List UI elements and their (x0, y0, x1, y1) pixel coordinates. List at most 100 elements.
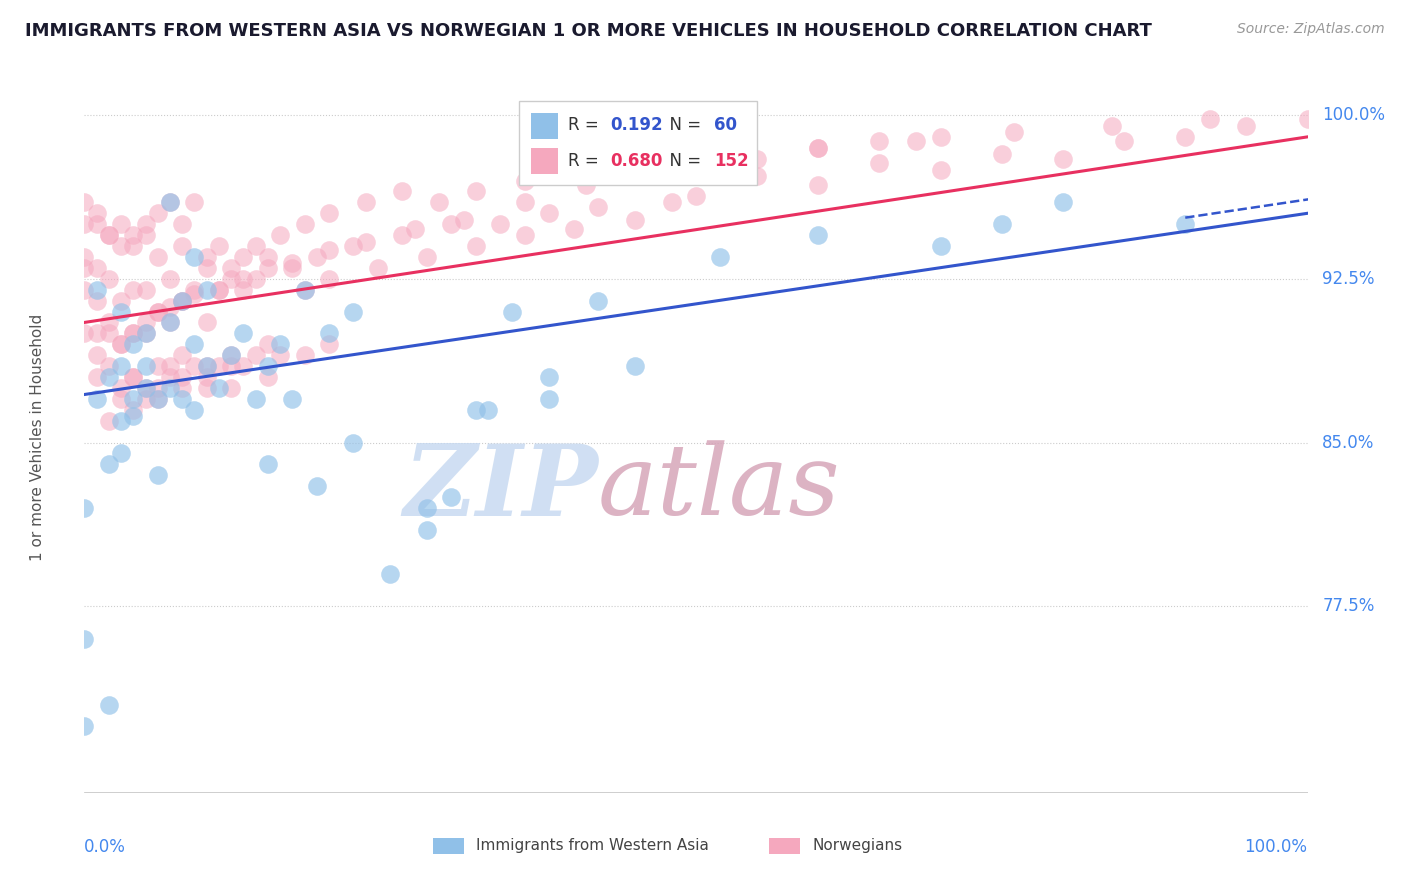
Point (453, 212, 475, 227)
Text: atlas: atlas (598, 441, 841, 536)
Point (159, 195, 181, 210)
Point (562, 221, 585, 235)
Point (97, 370, 120, 384)
Point (172, 381, 194, 395)
Point (257, 250, 280, 264)
Point (159, 381, 181, 395)
Point (294, 283, 316, 297)
Point (122, 326, 145, 341)
Point (146, 392, 169, 406)
Point (416, 250, 439, 264)
Point (86, 326, 108, 341)
Point (122, 409, 145, 424)
Point (159, 315, 181, 329)
Point (110, 337, 132, 351)
Point (991, 217, 1014, 231)
Point (440, 217, 463, 231)
Point (257, 359, 280, 373)
Point (281, 392, 304, 406)
Point (172, 293, 194, 308)
Point (183, 250, 205, 264)
Point (97, 228, 120, 243)
Point (97, 698, 120, 712)
Point (257, 370, 280, 384)
Point (905, 134, 928, 148)
Point (869, 156, 891, 170)
Point (929, 129, 952, 144)
Point (380, 566, 402, 581)
Point (219, 381, 242, 395)
Point (513, 173, 536, 187)
Point (110, 392, 132, 406)
Point (1002, 126, 1025, 140)
Point (146, 468, 169, 483)
Point (122, 326, 145, 341)
Text: 77.5%: 77.5% (1322, 598, 1375, 615)
Text: R =: R = (568, 152, 603, 169)
Point (122, 239, 145, 253)
Point (219, 272, 242, 286)
Point (929, 239, 952, 253)
Text: 92.5%: 92.5% (1322, 269, 1375, 288)
Text: N =: N = (659, 152, 707, 169)
Point (86, 206, 108, 220)
Point (367, 260, 389, 275)
Point (391, 185, 413, 199)
Point (991, 147, 1014, 161)
Point (807, 141, 830, 155)
Point (245, 272, 267, 286)
Point (172, 392, 194, 406)
Point (172, 293, 194, 308)
Point (232, 326, 254, 341)
Point (110, 414, 132, 428)
Point (159, 370, 181, 384)
Point (661, 195, 683, 210)
Point (721, 152, 744, 166)
Point (73, 260, 96, 275)
Text: 100.0%: 100.0% (1322, 106, 1385, 124)
Text: Source: ZipAtlas.com: Source: ZipAtlas.com (1237, 22, 1385, 37)
Point (208, 239, 231, 253)
Point (195, 250, 218, 264)
Point (624, 359, 647, 373)
Point (257, 260, 280, 275)
Point (648, 162, 671, 177)
Point (1198, 112, 1220, 127)
Point (195, 381, 218, 395)
Point (195, 359, 218, 373)
Point (1174, 129, 1197, 144)
Point (318, 337, 340, 351)
Point (1052, 152, 1074, 166)
Point (195, 370, 218, 384)
Point (172, 239, 194, 253)
Point (586, 200, 609, 214)
Point (257, 337, 280, 351)
Text: N =: N = (659, 116, 707, 134)
Point (97, 458, 120, 472)
Point (489, 217, 512, 231)
Text: 0.192: 0.192 (610, 116, 664, 134)
Text: R =: R = (568, 116, 603, 134)
Point (135, 283, 157, 297)
Point (172, 348, 194, 362)
Point (135, 326, 157, 341)
Point (354, 195, 377, 210)
Point (110, 359, 132, 373)
Point (183, 359, 205, 373)
Point (110, 381, 132, 395)
Text: 60: 60 (714, 116, 737, 134)
Point (195, 315, 218, 329)
Point (219, 359, 242, 373)
Point (208, 381, 231, 395)
Point (110, 217, 132, 231)
Point (318, 326, 340, 341)
Point (183, 402, 205, 417)
Point (245, 239, 267, 253)
Point (513, 195, 536, 210)
Point (219, 260, 242, 275)
Point (575, 178, 598, 192)
Point (172, 370, 194, 384)
Point (318, 206, 340, 220)
Point (86, 348, 108, 362)
Text: Immigrants from Western Asia: Immigrants from Western Asia (475, 838, 709, 854)
